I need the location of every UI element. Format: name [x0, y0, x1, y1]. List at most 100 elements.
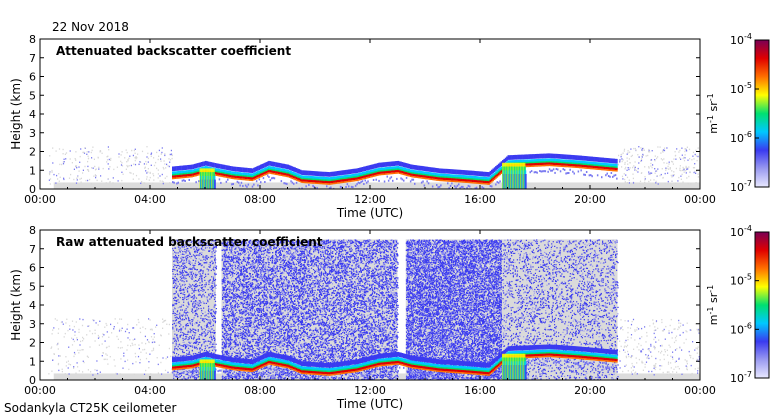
cloud-layer-cell — [561, 163, 563, 166]
noise-pixel — [184, 264, 186, 267]
cloud-layer-cell — [379, 170, 382, 173]
cloud-layer-cell — [361, 178, 364, 180]
cloud-layer-cell — [419, 173, 422, 176]
noise-pixel — [208, 308, 210, 310]
cloud-layer-cell — [583, 160, 585, 164]
cloud-layer-cell — [466, 179, 468, 182]
cloud-layer-cell — [438, 177, 441, 180]
cloud-layer-cell — [552, 168, 555, 171]
cloud-layer-cell — [515, 159, 518, 163]
noise-pixel — [180, 241, 182, 243]
sparse-return — [79, 161, 81, 163]
sparse-return — [659, 174, 661, 177]
noise-pixel — [193, 248, 195, 250]
noise-pixel — [173, 263, 175, 265]
cloud-layer-cell — [320, 176, 323, 180]
cloud-layer-cell — [286, 164, 288, 170]
sparse-return — [134, 159, 136, 162]
cloud-layer-cell — [394, 166, 397, 169]
cloud-layer-cell — [343, 179, 346, 182]
cloud-layer-cell — [533, 159, 536, 162]
cloud-layer-cell — [187, 176, 189, 178]
cloud-layer-cell — [489, 176, 492, 179]
sparse-return — [160, 158, 162, 160]
sparse-return — [169, 182, 171, 184]
cloud-layer-cell — [189, 172, 192, 175]
noise-pixel — [199, 244, 201, 246]
cloud-layer-cell — [316, 180, 318, 183]
cloud-layer-cell — [458, 183, 460, 186]
cloud-layer-cell — [316, 171, 318, 176]
cloud-layer-cell — [565, 154, 567, 160]
noise-pixel — [210, 330, 212, 332]
cloud-layer-cell — [337, 182, 339, 184]
noise-pixel — [204, 302, 206, 305]
noise-pixel — [209, 286, 211, 289]
cloud-layer-cell — [415, 176, 417, 178]
cloud-layer-cell — [232, 171, 235, 175]
sparse-return — [65, 152, 68, 154]
sparse-return — [112, 182, 114, 184]
sparse-return — [683, 171, 685, 173]
cloud-layer-cell — [434, 175, 437, 178]
noise-pixel — [212, 268, 214, 270]
noise-pixel — [191, 287, 193, 289]
cloud-layer-cell — [370, 176, 372, 178]
cloud-layer-cell — [232, 175, 235, 178]
y-tick-label: 2 — [29, 146, 36, 159]
cloud-layer-cell — [484, 171, 486, 177]
noise-pixel — [210, 269, 212, 272]
cloud-layer-cell — [470, 181, 472, 184]
cloud-layer-cell — [268, 165, 270, 169]
sparse-return — [686, 146, 688, 148]
cloud-layer-cell — [332, 180, 335, 183]
cloud-layer-cell — [312, 182, 314, 184]
cloud-layer-cell — [305, 175, 307, 179]
cloud-layer-cell — [451, 174, 453, 178]
noise-pixel — [207, 313, 209, 315]
cloud-layer-cell — [607, 165, 610, 168]
noise-pixel — [180, 261, 182, 263]
cloud-layer-cell — [592, 156, 595, 162]
cloud-layer-cell — [309, 175, 312, 179]
sparse-return — [125, 168, 127, 170]
noise-pixel — [184, 248, 186, 251]
noise-pixel — [193, 273, 195, 275]
noise-pixel — [180, 330, 183, 332]
noise-pixel — [210, 309, 212, 311]
cloud-layer-cell — [599, 164, 602, 168]
noise-pixel — [205, 284, 207, 286]
cloud-layer-cell — [459, 174, 461, 178]
cloud-layer-cell — [262, 168, 265, 172]
cloud-layer-cell — [235, 171, 237, 175]
noise-pixel — [214, 297, 216, 299]
noise-pixel — [191, 321, 193, 323]
sparse-return — [697, 176, 699, 178]
noise-pixel — [204, 296, 206, 298]
cloud-layer-cell — [497, 163, 500, 169]
cloud-layer-cell — [409, 169, 412, 173]
sparse-return — [141, 150, 144, 153]
cloud-layer-cell — [382, 162, 384, 167]
noise-pixel — [211, 331, 213, 333]
noise-pixel — [187, 302, 189, 304]
sparse-return — [640, 172, 642, 174]
noise-pixel — [177, 313, 179, 316]
cloud-layer-cell — [519, 159, 522, 163]
sparse-return — [132, 154, 134, 157]
cloud-layer-cell — [250, 177, 252, 180]
cloud-layer-cell — [316, 176, 318, 180]
sparse-return — [626, 153, 628, 155]
cloud-layer-cell — [290, 174, 292, 178]
noise-pixel — [203, 307, 205, 309]
sparse-return — [687, 159, 689, 161]
sparse-return — [152, 182, 154, 185]
sparse-return — [121, 179, 123, 182]
cloud-layer-cell — [202, 166, 204, 170]
cloud-layer-cell — [426, 180, 428, 183]
cloud-layer-cell — [539, 170, 541, 172]
sparse-return — [697, 173, 699, 175]
cloud-layer-cell — [319, 180, 321, 183]
noise-pixel — [214, 278, 217, 281]
cloud-layer-cell — [434, 179, 437, 181]
